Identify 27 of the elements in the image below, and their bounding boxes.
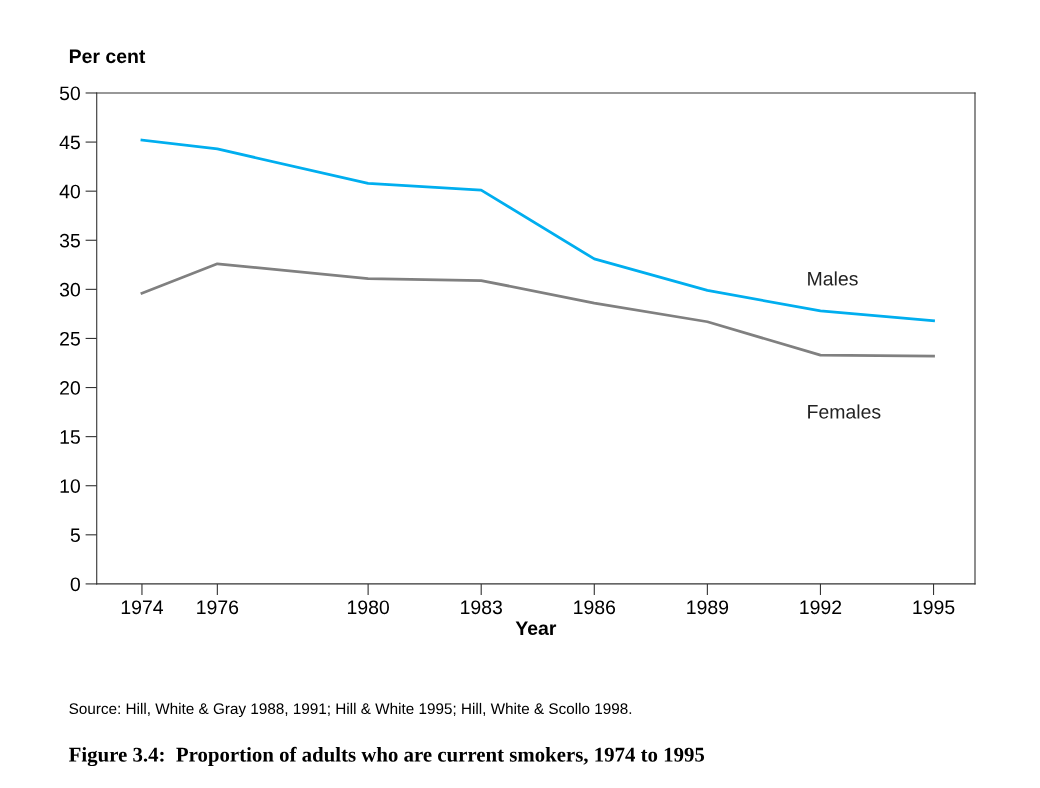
y-tick-label: 10 [60, 479, 80, 493]
line-series [140, 138, 935, 323]
x-tick-label: 1989 [687, 600, 729, 615]
y-axis-title: Per cent [69, 49, 146, 64]
series-label: Males [808, 271, 858, 286]
y-tick-label: 25 [60, 331, 80, 346]
x-tick-label: 1983 [461, 600, 502, 615]
x-tick-label: 1995 [913, 600, 955, 615]
y-tick-label: 30 [59, 282, 80, 297]
x-axis-title: Year [515, 621, 557, 636]
text: Figure 3.4: Proportion of adults who are current smokers, 1974 to 1995 [68, 746, 705, 767]
y-tick-label: 45 [59, 135, 80, 150]
x-tick-label: 1992 [800, 600, 842, 615]
y-tick-label: 35 [59, 233, 80, 248]
text: Females [808, 404, 881, 419]
y-tick-label: 20 [60, 381, 80, 395]
y-tick-label: 50 [59, 86, 80, 101]
x-tick-label: 1976 [197, 600, 239, 615]
x-tick-label: 1980 [347, 600, 389, 615]
y-tick-label: 15 [60, 430, 80, 444]
y-tick-label: 0 [70, 577, 80, 592]
source-note: Source: Hill, White & Gray 1988, 1991; Hill & White 1995; Hill, White & Scollo 1998. [69, 702, 632, 718]
x-tick-label: 1974 [121, 600, 164, 615]
x-tick-label: 1986 [574, 600, 616, 615]
line-series [140, 262, 935, 358]
y-tick-label: 5 [70, 528, 80, 543]
y-tick-label: 40 [59, 184, 80, 199]
